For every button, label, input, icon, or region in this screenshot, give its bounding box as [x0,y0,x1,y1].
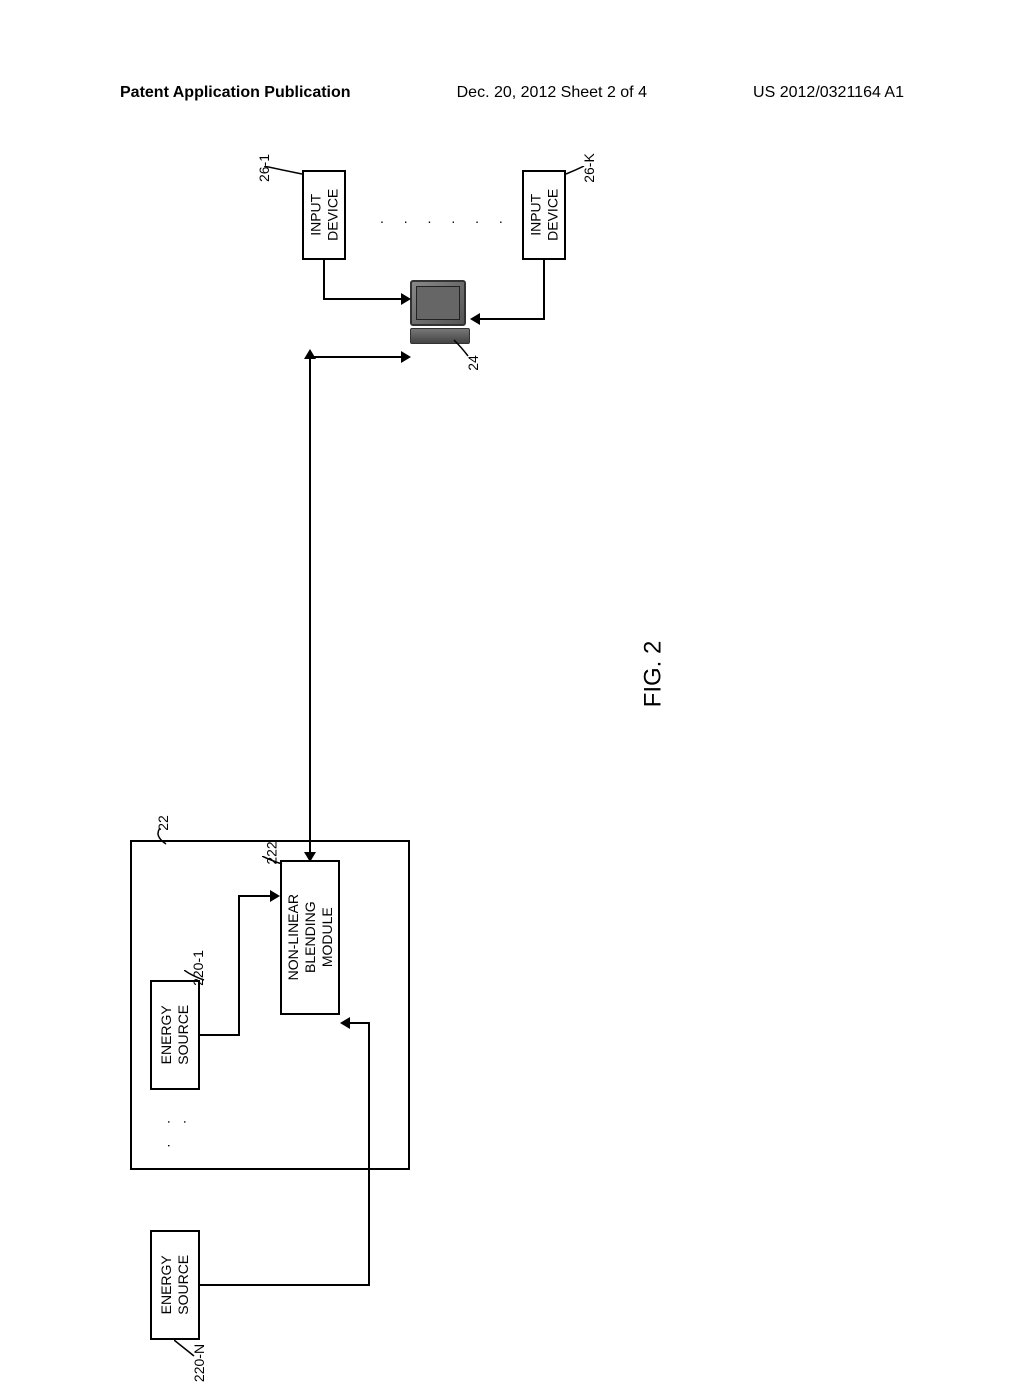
arrow-ink-v [543,260,545,320]
energy-source-first-label: ENERGY SOURCE [158,1005,192,1065]
blending-module-label: NON-LINEAR BLENDING MODULE [285,894,335,980]
arrow-es1-to-blend-v [238,895,240,1036]
figure-diagram: FIG. 2 22 ENERGY SOURCE 220-1 . . . ENER… [120,160,840,1160]
leader-24 [452,338,472,358]
leader-26-1 [264,166,304,180]
arrow-in1-head [401,293,411,305]
arrow-in1-h [323,298,405,300]
figure-caption: FIG. 2 [639,641,667,708]
arrow-to-computer-h [401,351,411,363]
input-device-first: INPUT DEVICE [302,170,346,260]
arrow-esn-head [340,1017,350,1029]
blending-module: NON-LINEAR BLENDING MODULE [280,860,340,1015]
arrow-esn-to-blend-h2 [348,1022,370,1024]
arrow-es1-to-blend-h2 [238,895,274,897]
header-publication: Patent Application Publication [120,84,351,102]
leader-222 [262,856,286,870]
energy-source-last: ENERGY SOURCE [150,1230,200,1340]
input-device-last: INPUT DEVICE [522,170,566,260]
arrow-to-blend [304,852,316,862]
energy-source-last-label: ENERGY SOURCE [158,1255,192,1315]
arrow-in1-v [323,260,325,300]
arrow-ink-head [470,313,480,325]
arrow-esn-to-blend-v [368,1022,370,1286]
arrow-esn-to-blend-h [200,1284,370,1286]
leader-26-k [564,166,586,180]
leader-220-n [174,1338,198,1358]
arrow-ink-h [478,318,545,320]
input-device-first-label: INPUT DEVICE [307,189,341,241]
header-date-sheet: Dec. 20, 2012 Sheet 2 of 4 [457,84,647,102]
arrow-blend-computer-h [309,356,405,358]
input-device-last-label: INPUT DEVICE [527,189,561,241]
energy-source-dots: . . . [165,1120,197,1160]
arrow-es1-to-blend-h [200,1034,240,1036]
leader-220-1 [184,970,208,986]
arrow-es1-head [270,890,280,902]
input-device-dots: . . . . . . [380,210,511,226]
leader-22 [152,828,182,848]
energy-source-first: ENERGY SOURCE [150,980,200,1090]
header-doc-number: US 2012/0321164 A1 [753,84,904,102]
arrow-blend-computer [309,356,311,860]
